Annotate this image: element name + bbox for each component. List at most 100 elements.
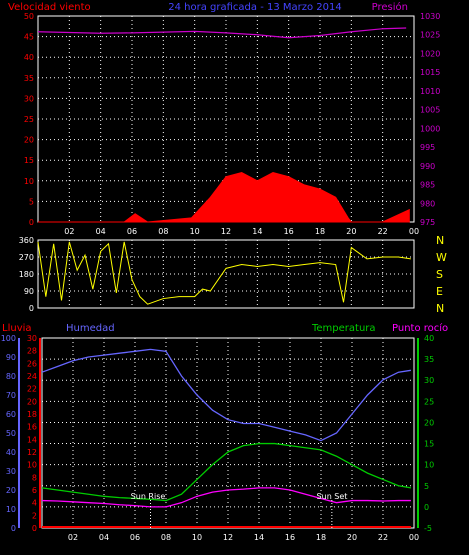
rain-tick-label: 12	[27, 448, 37, 457]
humidity-tick-label: 70	[6, 391, 16, 400]
pressure-series-line	[37, 27, 407, 39]
x-tick-label: 22	[378, 227, 388, 236]
y-right-tick-label: 995	[420, 143, 435, 152]
y-left-tick-label: 5	[29, 197, 34, 206]
y-left-tick-label: 10	[24, 177, 34, 186]
humidity-tick-label: 20	[6, 486, 16, 495]
humidity-label: Humedad	[66, 323, 115, 334]
rain-tick-label: 14	[27, 435, 37, 444]
humidity-tick-label: 30	[6, 467, 16, 476]
x-tick-label: 06	[130, 533, 140, 542]
chart-title: 24 hora graficada - 13 Marzo 2014	[168, 2, 342, 13]
y-left-tick-label: 40	[24, 53, 34, 62]
humidity-tick-label: 40	[6, 448, 16, 457]
x-tick-label: 10	[192, 533, 202, 542]
x-tick-label: 00	[409, 533, 419, 542]
humidity-tick-label: 0	[11, 524, 16, 533]
y-right-tick-label: 980	[420, 199, 435, 208]
y-right-tick-label: 975	[420, 218, 435, 227]
rain-tick-label: 22	[27, 385, 37, 394]
y-left-tick-label: 50	[24, 12, 34, 21]
rain-tick-label: 6	[32, 486, 37, 495]
humidity-series-line	[41, 348, 411, 442]
wind-direction-series-line	[37, 241, 411, 305]
x-tick-label: 04	[96, 227, 106, 236]
y-right-tick-label: 1015	[420, 68, 440, 77]
dew-point-series-line	[41, 487, 411, 508]
temp-tick-label: 20	[424, 418, 434, 427]
x-tick-label: 06	[127, 227, 137, 236]
rain-tick-label: 18	[27, 410, 37, 419]
x-tick-label: 18	[316, 533, 326, 542]
rain-tick-label: 2	[32, 511, 37, 520]
y-left-tick-label: 15	[24, 156, 34, 165]
temp-tick-label: 25	[424, 397, 434, 406]
rain-tick-label: 30	[27, 334, 37, 343]
x-tick-label: 14	[254, 533, 264, 542]
temp-tick-label: 30	[424, 376, 434, 385]
x-tick-label: 18	[315, 227, 325, 236]
y-left-tick-label: 35	[24, 74, 34, 83]
temp-tick-label: 40	[424, 334, 434, 343]
rain-tick-label: 20	[27, 397, 37, 406]
x-tick-label: 10	[190, 227, 200, 236]
y-right-tick-label: 1020	[420, 49, 440, 58]
temperature-series-line	[41, 442, 412, 502]
direction-tick-label: 90	[24, 287, 34, 296]
temp-tick-label: 10	[424, 461, 434, 470]
y-right-tick-label: 1005	[420, 106, 440, 115]
rain-tick-label: 26	[27, 359, 37, 368]
y-right-tick-label: 1000	[420, 124, 440, 133]
x-tick-label: 12	[221, 227, 231, 236]
y-right-tick-label: 1030	[420, 12, 440, 21]
x-tick-label: 02	[68, 533, 78, 542]
x-tick-label: 22	[378, 533, 388, 542]
compass-label: E	[436, 285, 443, 298]
wind-speed-series-area	[38, 172, 410, 223]
sun-rise-label: Sun Rise	[131, 492, 166, 501]
x-tick-label: 08	[158, 227, 168, 236]
pressure-label: Presión	[372, 1, 408, 13]
temp-tick-label: 15	[424, 440, 434, 449]
x-tick-label: 04	[99, 533, 109, 542]
y-right-tick-label: 990	[420, 162, 435, 171]
dew-point-label: Punto rocío	[392, 322, 448, 334]
y-left-tick-label: 30	[24, 94, 34, 103]
compass-label: S	[436, 268, 443, 281]
sun-set-label: Sun Set	[317, 492, 348, 501]
rain-label: Lluvia	[2, 323, 32, 334]
x-tick-label: 00	[409, 227, 419, 236]
x-tick-label: 12	[223, 533, 233, 542]
compass-label: W	[436, 251, 447, 264]
rain-tick-label: 4	[32, 499, 37, 508]
compass-label: N	[436, 302, 444, 315]
x-tick-label: 20	[347, 533, 357, 542]
y-right-tick-label: 1025	[420, 31, 440, 40]
temp-tick-label: 35	[424, 355, 434, 364]
direction-tick-label: 360	[19, 236, 34, 245]
y-left-tick-label: 25	[24, 115, 34, 124]
y-left-tick-label: 20	[24, 136, 34, 145]
x-tick-label: 16	[285, 533, 295, 542]
temp-tick-label: 0	[424, 503, 429, 512]
wind-speed-label: Velocidad viento	[8, 2, 91, 13]
humidity-tick-label: 10	[6, 505, 16, 514]
temp-tick-label: -5	[424, 524, 432, 533]
compass-label: N	[436, 234, 444, 247]
x-tick-label: 08	[161, 533, 171, 542]
x-tick-label: 14	[252, 227, 262, 236]
direction-tick-label: 0	[29, 304, 34, 313]
y-right-tick-label: 1010	[420, 87, 440, 96]
direction-tick-label: 180	[19, 270, 34, 279]
temperature-label: Temperatura	[311, 323, 376, 334]
humidity-tick-label: 80	[6, 372, 16, 381]
humidity-tick-label: 50	[6, 429, 16, 438]
x-tick-label: 20	[346, 227, 356, 236]
direction-tick-label: 270	[19, 253, 34, 262]
x-tick-label: 16	[284, 227, 294, 236]
rain-tick-label: 8	[32, 473, 37, 482]
rain-tick-label: 24	[27, 372, 37, 381]
rain-tick-label: 28	[27, 347, 37, 356]
y-left-tick-label: 0	[29, 218, 34, 227]
humidity-tick-label: 60	[6, 410, 16, 419]
